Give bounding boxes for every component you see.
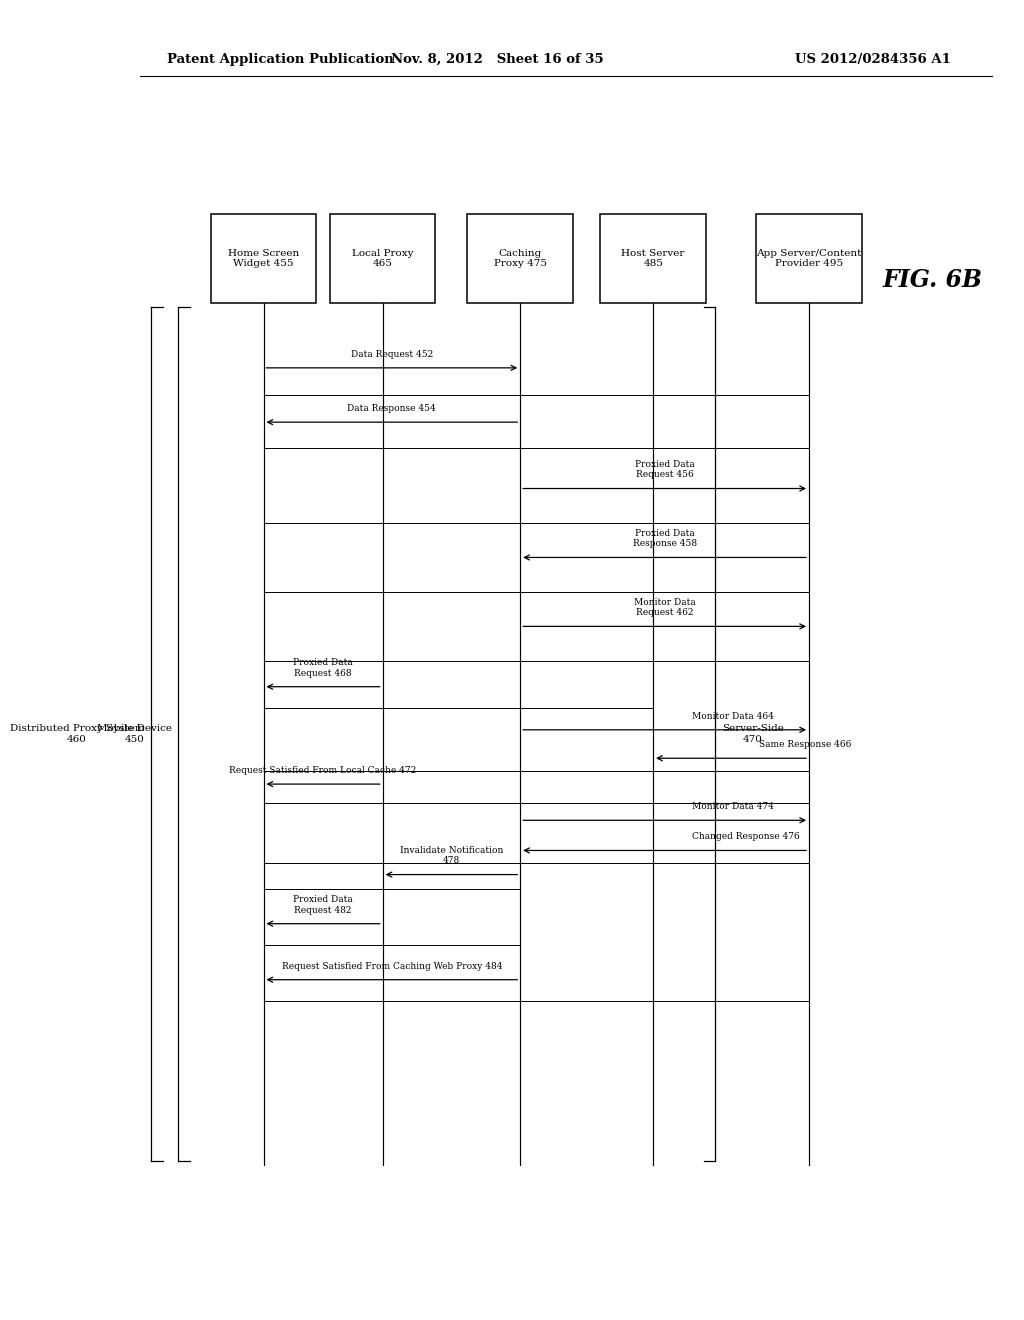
Text: App Server/Content
Provider 495: App Server/Content Provider 495	[757, 249, 861, 268]
Text: Distributed Proxy System
460: Distributed Proxy System 460	[9, 725, 144, 743]
Text: Proxied Data
Request 468: Proxied Data Request 468	[293, 659, 353, 677]
FancyBboxPatch shape	[757, 214, 861, 304]
Text: Monitor Data
Request 462: Monitor Data Request 462	[634, 598, 695, 618]
Text: Same Response 466: Same Response 466	[759, 741, 851, 748]
Text: Proxied Data
Response 458: Proxied Data Response 458	[633, 529, 696, 548]
Text: US 2012/0284356 A1: US 2012/0284356 A1	[796, 53, 951, 66]
Text: Server-Side
470: Server-Side 470	[722, 725, 783, 743]
Text: Invalidate Notification
478: Invalidate Notification 478	[399, 846, 503, 866]
FancyBboxPatch shape	[330, 214, 435, 304]
Text: Host Server
485: Host Server 485	[622, 249, 685, 268]
Text: Proxied Data
Request 456: Proxied Data Request 456	[635, 459, 694, 479]
Text: Home Screen
Widget 455: Home Screen Widget 455	[228, 249, 299, 268]
Text: Monitor Data 474: Monitor Data 474	[692, 803, 774, 810]
Text: Request Satisfied From Local Cache 472: Request Satisfied From Local Cache 472	[229, 766, 417, 775]
Text: Patent Application Publication: Patent Application Publication	[167, 53, 394, 66]
FancyBboxPatch shape	[468, 214, 572, 304]
Text: Request Satisfied From Caching Web Proxy 484: Request Satisfied From Caching Web Proxy…	[282, 961, 502, 970]
FancyBboxPatch shape	[211, 214, 316, 304]
Text: Local Proxy
465: Local Proxy 465	[352, 249, 414, 268]
Text: Changed Response 476: Changed Response 476	[692, 833, 800, 841]
Text: Monitor Data 464: Monitor Data 464	[692, 711, 774, 721]
Text: Data Response 454: Data Response 454	[347, 404, 436, 413]
FancyBboxPatch shape	[600, 214, 706, 304]
Text: Caching
Proxy 475: Caching Proxy 475	[494, 249, 547, 268]
Text: Proxied Data
Request 482: Proxied Data Request 482	[293, 895, 353, 915]
Text: FIG. 6B: FIG. 6B	[883, 268, 983, 292]
Text: Mobile Device
450: Mobile Device 450	[97, 725, 172, 743]
Text: Data Request 452: Data Request 452	[351, 350, 433, 359]
Text: Nov. 8, 2012   Sheet 16 of 35: Nov. 8, 2012 Sheet 16 of 35	[391, 53, 603, 66]
